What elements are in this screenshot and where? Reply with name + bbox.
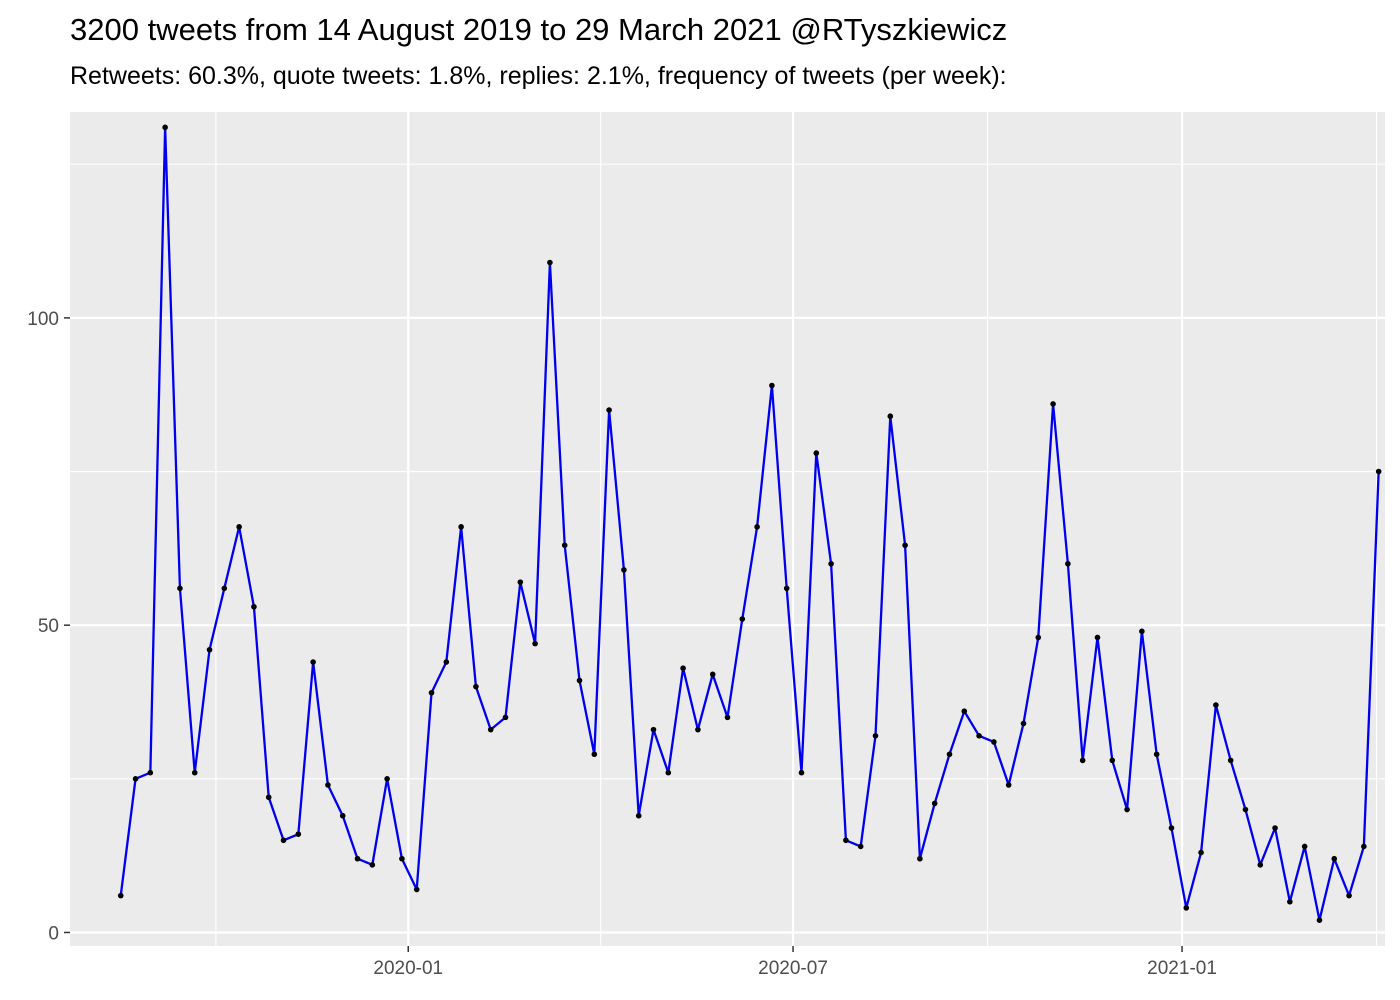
data-point [813, 450, 820, 456]
data-point [1109, 757, 1116, 764]
data-point [1124, 806, 1130, 813]
data-point [547, 259, 553, 266]
data-point [695, 726, 701, 733]
data-point [339, 812, 346, 819]
data-point [1272, 825, 1278, 831]
data-point [251, 603, 257, 610]
data-point [724, 714, 731, 721]
data-point [576, 677, 583, 684]
x-tick-label: 2020-01 [373, 958, 443, 979]
chart-subtitle: Retweets: 60.3%, quote tweets: 1.8%, rep… [70, 62, 1007, 90]
data-point [1242, 806, 1249, 813]
data-point [946, 751, 953, 758]
data-point [739, 616, 746, 622]
data-point [1050, 401, 1056, 407]
data-point [236, 524, 242, 530]
data-point [709, 671, 716, 678]
data-point [443, 659, 450, 665]
data-point [354, 855, 361, 862]
data-point [1005, 782, 1012, 788]
data-point [147, 769, 154, 776]
data-point [1346, 892, 1352, 899]
data-point [206, 646, 213, 653]
data-point [650, 726, 657, 733]
chart-title: 3200 tweets from 14 August 2019 to 29 Ma… [70, 12, 1008, 47]
data-point [902, 542, 908, 549]
data-point [1139, 628, 1145, 635]
data-point [532, 640, 538, 647]
data-point [428, 689, 435, 696]
series-line [119, 126, 1380, 922]
data-point [162, 124, 168, 131]
data-point [917, 855, 923, 862]
data-point [399, 855, 405, 862]
data-point [857, 843, 864, 850]
data-point [295, 831, 302, 837]
plot-panel [70, 112, 1385, 946]
data-point [1361, 843, 1367, 850]
data-point [1301, 843, 1308, 850]
data-point [384, 776, 390, 782]
y-tick-label: 0 [48, 923, 59, 944]
data-point [177, 585, 183, 592]
data-point [487, 726, 494, 733]
data-point [783, 585, 790, 592]
data-point [1035, 634, 1042, 641]
data-point [1079, 757, 1086, 764]
data-point [1020, 720, 1027, 727]
data-point [961, 708, 968, 715]
data-point [458, 524, 464, 530]
data-point [517, 579, 524, 585]
data-point [502, 714, 509, 721]
y-tick-label: 50 [38, 616, 59, 637]
data-point [1331, 855, 1338, 862]
data-point [754, 524, 760, 530]
data-point [1153, 751, 1160, 758]
data-point [191, 769, 198, 776]
data-point [265, 794, 272, 801]
data-point [872, 733, 879, 739]
data-point [1257, 862, 1264, 868]
data-point [931, 800, 938, 807]
data-point [325, 782, 331, 788]
data-point [1213, 702, 1219, 708]
y-tick-label: 100 [27, 309, 59, 330]
data-point [132, 776, 139, 782]
data-point [280, 837, 287, 844]
data-point [606, 407, 612, 413]
data-point [413, 886, 420, 893]
data-point [1316, 917, 1323, 923]
data-point [769, 382, 775, 389]
data-point [843, 837, 849, 844]
x-tick-label: 2021-01 [1147, 958, 1217, 979]
data-point [976, 733, 982, 739]
data-point [1065, 560, 1071, 567]
data-point [1375, 468, 1382, 475]
data-point [635, 812, 642, 819]
data-point [665, 769, 672, 776]
data-point [887, 413, 894, 420]
data-point [1287, 898, 1293, 905]
x-tick-label: 2020-07 [758, 958, 828, 979]
data-point [310, 659, 316, 665]
data-point [1227, 757, 1234, 764]
data-point [828, 560, 834, 567]
data-point [680, 665, 686, 671]
data-point [798, 769, 805, 776]
data-point [1198, 849, 1204, 856]
data-point [117, 892, 124, 899]
data-point [473, 683, 479, 690]
data-point [561, 542, 568, 549]
data-point [369, 862, 376, 868]
data-point [1183, 905, 1190, 911]
data-point [1168, 825, 1175, 831]
data-point [1094, 634, 1101, 641]
data-point [991, 739, 997, 745]
data-point [591, 751, 598, 758]
data-point [221, 585, 228, 592]
data-point [621, 567, 627, 573]
